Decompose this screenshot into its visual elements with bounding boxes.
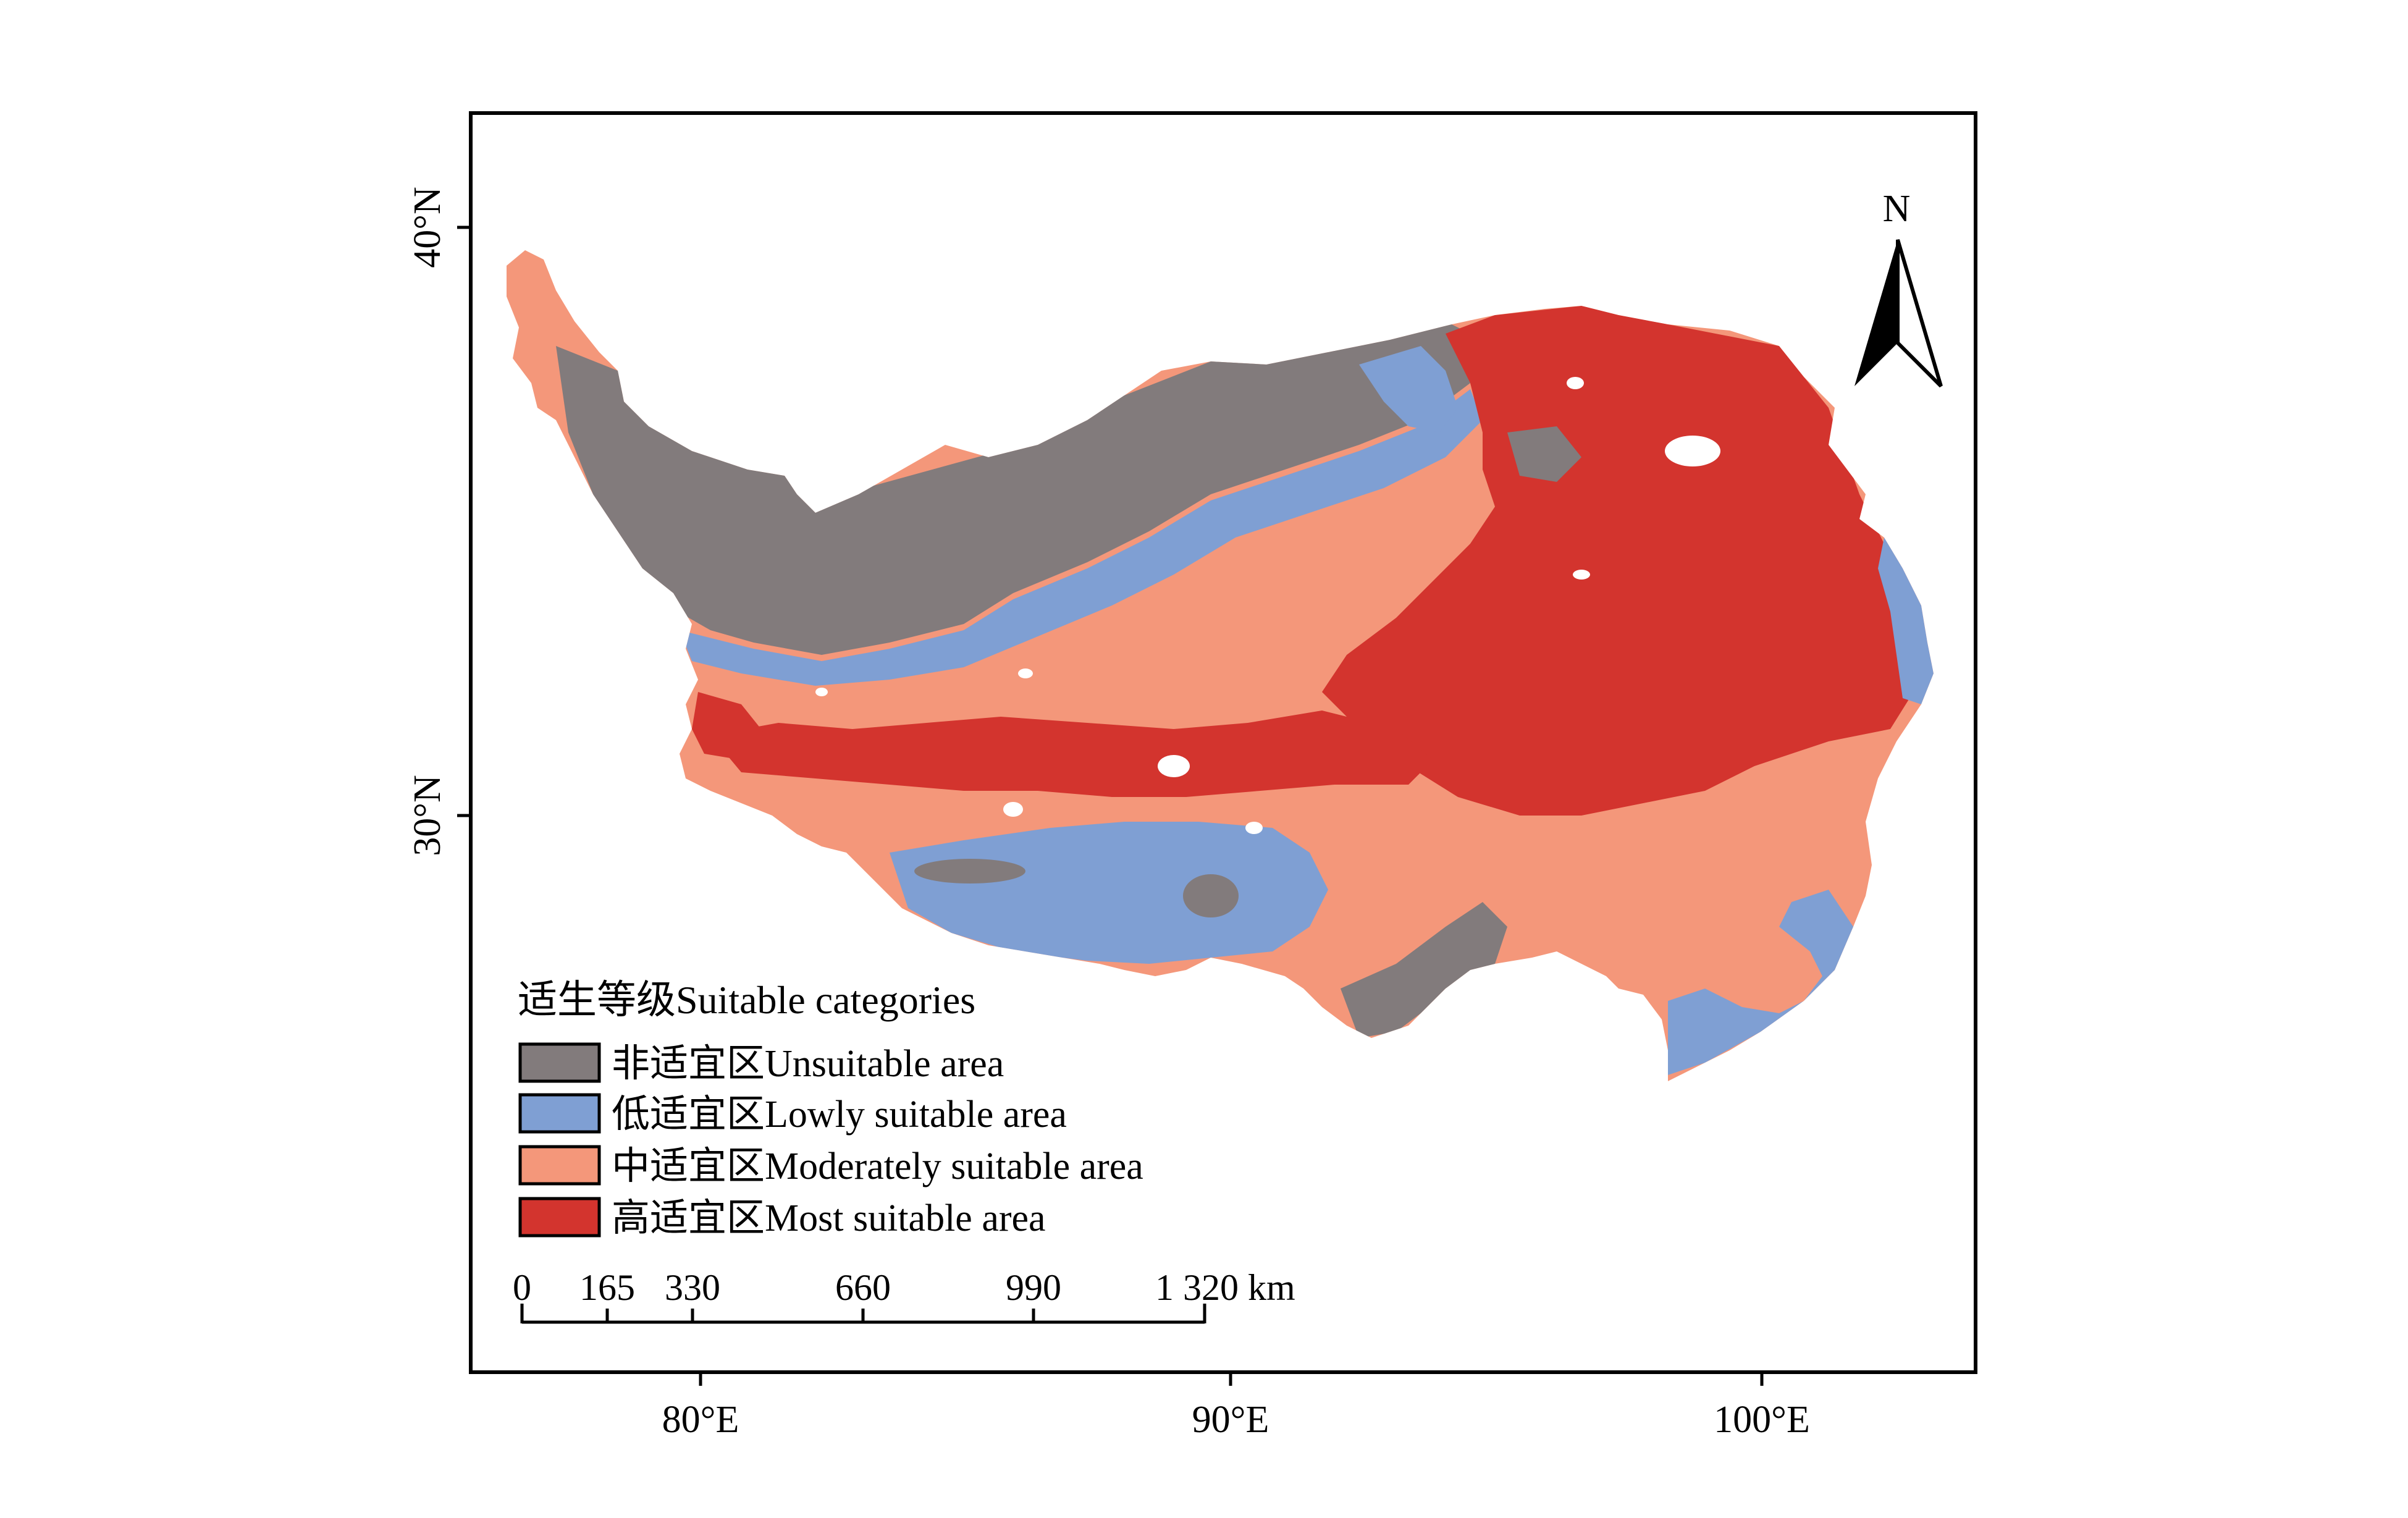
zone-unsuitable-south-b [1183, 874, 1239, 917]
zone-most-belt [710, 711, 1433, 797]
zone-unsuitable-northeast [1507, 426, 1581, 482]
north-arrow-left-half [1854, 240, 1898, 386]
legend: 适生等级Suitable categories 非适宜区Unsuitable a… [518, 978, 1143, 1239]
lat-tick-label-30: 30°N [406, 775, 448, 856]
legend-label-unsuitable: 非适宜区Unsuitable area [612, 1043, 1004, 1085]
zone-most-northeast [1322, 306, 1921, 816]
legend-swatch-moderately [518, 1145, 601, 1186]
lon-axis: 80°E 90°E 100°E [662, 1372, 1810, 1441]
lake-7 [1018, 668, 1033, 678]
legend-label-most: 高适宜区Most suitable area [612, 1197, 1046, 1239]
lake-6 [1245, 822, 1263, 834]
zone-unsuitable-southeast [1341, 902, 1507, 1038]
legend-swatch-unsuitable [518, 1042, 601, 1083]
legend-swatch-most [518, 1197, 601, 1238]
lat-tick-label-40: 40°N [406, 187, 448, 268]
zone-lowly-band [680, 389, 1483, 686]
lon-tick-label-80: 80°E [662, 1399, 739, 1441]
zone-lowly-south [890, 822, 1328, 964]
lake-4 [1158, 755, 1190, 777]
zone-unsuitable-north [556, 324, 1495, 655]
scale-label-0: 0 [513, 1267, 531, 1308]
north-arrow-icon: N [1854, 188, 1943, 388]
suitability-zones [507, 250, 1934, 1081]
lake-2 [1567, 377, 1584, 389]
lon-tick-label-100: 100°E [1714, 1399, 1810, 1441]
scale-label-165: 165 [579, 1267, 635, 1308]
legend-title: 适生等级Suitable categories [518, 978, 975, 1022]
lake-5 [1003, 802, 1023, 817]
scale-label-330: 330 [665, 1267, 720, 1308]
zone-unsuitable-south-a [914, 859, 1025, 883]
lon-tick-label-90: 90°E [1192, 1399, 1269, 1441]
zone-lowly-southeast [1668, 890, 1853, 1075]
zone-lowly-north [1359, 346, 1458, 432]
zone-lowly-east [1878, 538, 1934, 704]
north-arrow-right-half [1896, 239, 1943, 388]
lake-3 [1573, 570, 1590, 580]
lat-axis: 40°N 30°N [406, 187, 471, 856]
north-arrow-label: N [1883, 188, 1911, 230]
lake-8 [815, 688, 828, 696]
legend-label-moderately: 中适宜区Moderately suitable area [612, 1145, 1143, 1187]
scale-label-1320: 1 320 km [1155, 1267, 1295, 1308]
lake-1 [1665, 436, 1720, 466]
legend-swatch-lowly [518, 1093, 601, 1134]
scale-label-990: 990 [1006, 1267, 1061, 1308]
map-frame [469, 111, 1977, 1374]
legend-label-lowly: 低适宜区Lowly suitable area [612, 1094, 1067, 1136]
scale-bar: 0 165 330 660 990 1 320 km [513, 1267, 1295, 1324]
zone-most-west [692, 692, 766, 760]
scale-label-660: 660 [835, 1267, 891, 1308]
